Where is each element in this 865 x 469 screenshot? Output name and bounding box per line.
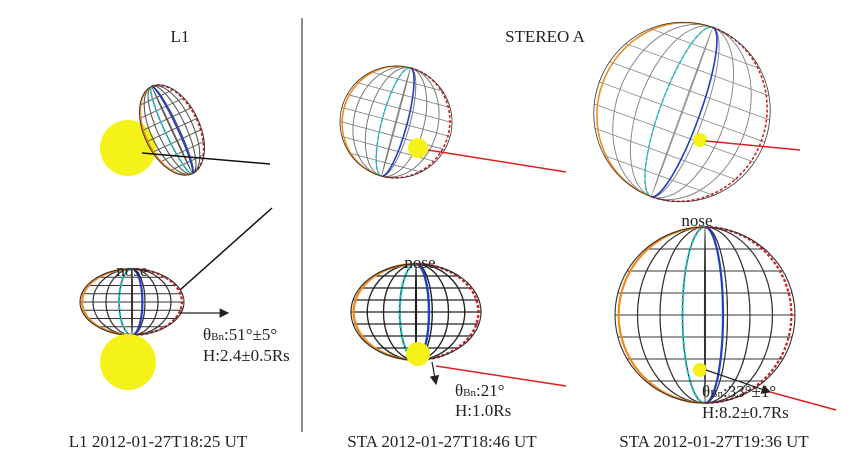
sun <box>693 363 707 377</box>
latitude <box>599 81 765 143</box>
nose-label: nose <box>404 253 435 272</box>
latitude <box>139 97 185 119</box>
meridian-colored <box>650 26 718 198</box>
latitude <box>594 127 739 181</box>
outline <box>614 226 796 404</box>
nose-label: nose <box>681 211 712 230</box>
sun-line <box>427 149 567 173</box>
latitude <box>594 103 755 163</box>
sun-line <box>435 365 567 387</box>
meridian-colored <box>704 225 725 405</box>
meridian-colored <box>644 26 714 198</box>
meridian-colored <box>704 225 793 405</box>
meridian <box>703 226 707 404</box>
caption: STA 2012-01-27T19:36 UT <box>619 432 809 451</box>
wireframe <box>593 21 771 203</box>
sun <box>693 133 707 147</box>
angle-label: θBn:51°±5° <box>203 325 277 344</box>
latitude <box>370 71 443 92</box>
meridian-colored <box>375 67 411 177</box>
angle-label: θBn:33°±1° <box>702 382 776 401</box>
sun-line <box>705 140 801 151</box>
title-stereo: STEREO A <box>505 27 586 46</box>
latitude <box>609 61 770 121</box>
arrow <box>429 361 440 386</box>
meridian-colored <box>341 65 411 177</box>
latitude <box>339 121 445 150</box>
latitude <box>139 89 174 106</box>
latitude <box>142 107 192 131</box>
line-of-sight <box>141 152 271 165</box>
caption: L1 2012-01-27T18:25 UT <box>69 432 248 451</box>
meridian-colored <box>596 21 714 198</box>
meridian-colored <box>149 85 193 175</box>
latitude <box>625 43 770 97</box>
nose-label: nose <box>116 261 147 280</box>
wireframe <box>614 225 796 405</box>
arrow <box>705 369 772 394</box>
outline <box>139 84 205 176</box>
meridian-colored <box>650 26 768 203</box>
sun <box>406 342 430 366</box>
latitude <box>341 107 451 137</box>
latitude <box>146 117 198 143</box>
meridian-colored <box>151 84 205 175</box>
sun-line <box>769 391 837 411</box>
sun <box>100 120 156 176</box>
meridian-colored <box>117 267 133 337</box>
line-of-sight <box>179 207 273 291</box>
angle-label: θBn:21° <box>455 381 505 400</box>
latitude <box>349 152 422 173</box>
caption: STA 2012-01-27T18:46 UT <box>347 432 537 451</box>
latitude <box>152 129 202 153</box>
outline <box>593 21 771 203</box>
title-l1: L1 <box>171 27 190 46</box>
latitude <box>159 141 205 163</box>
meridian-colored <box>681 225 706 405</box>
meridian-colored <box>381 67 451 179</box>
meridian-colored <box>617 225 706 405</box>
meridian-colored <box>131 267 144 337</box>
latitude <box>650 28 760 69</box>
height-label: H:2.4±0.5Rs <box>203 346 290 365</box>
sun <box>408 138 428 158</box>
sun <box>100 334 156 390</box>
height-label: H:8.2±0.7Rs <box>702 403 789 422</box>
wireframe <box>139 84 205 176</box>
wireframe <box>339 65 453 179</box>
meridian-colored <box>151 85 194 175</box>
latitude <box>347 94 453 123</box>
height-label: H:1.0Rs <box>455 401 511 420</box>
outline <box>339 65 453 179</box>
meridian-colored <box>381 67 415 177</box>
latitude <box>604 155 714 196</box>
meridian-colored <box>139 85 193 176</box>
latitude <box>356 82 451 108</box>
